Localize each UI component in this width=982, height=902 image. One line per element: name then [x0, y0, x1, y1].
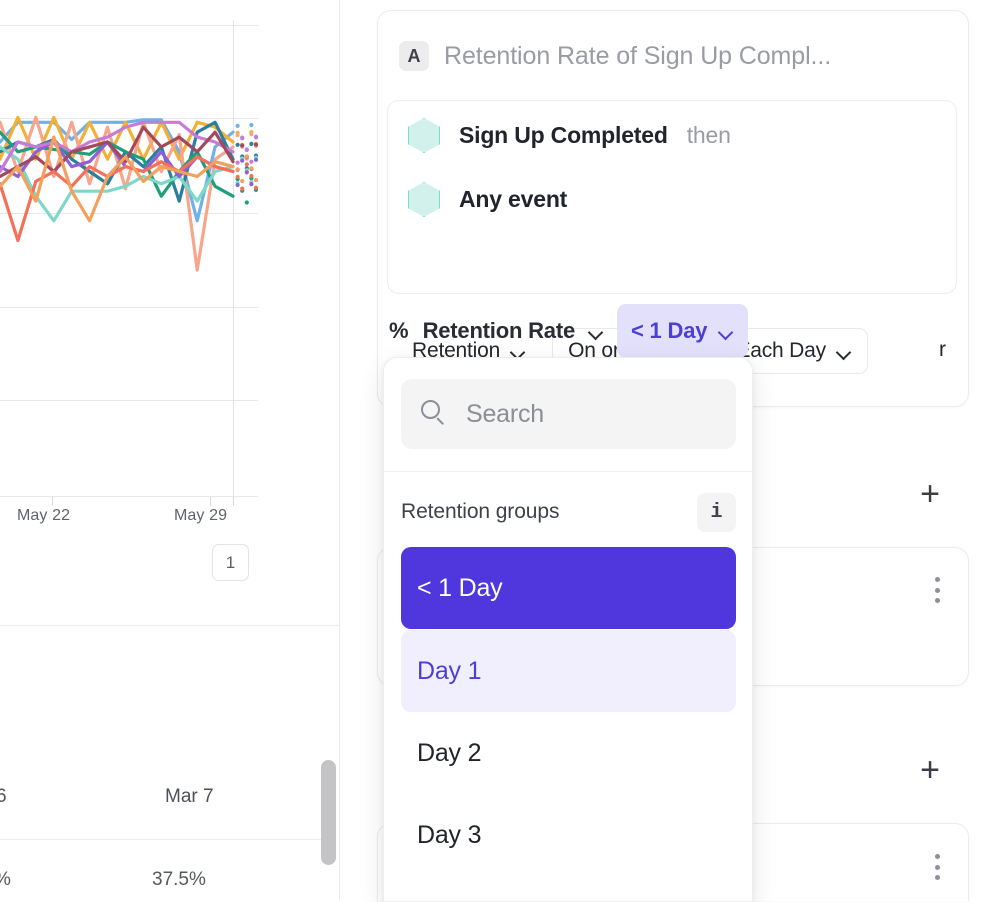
- x-axis-label-1: May 29: [174, 507, 228, 524]
- dropdown-item-lt-1-day[interactable]: < 1 Day: [401, 547, 736, 629]
- event-row-0[interactable]: Sign Up Completed then: [408, 118, 731, 153]
- select-clipped[interactable]: r: [939, 328, 957, 372]
- table-cell: %: [0, 869, 11, 891]
- gridline: [0, 400, 258, 401]
- table-header-cell: Mar 7: [165, 786, 214, 807]
- metric-definition-row: % Retention Rate < 1 Day: [389, 304, 749, 358]
- more-options-icon[interactable]: [925, 850, 949, 884]
- x-axis-label-0: May 22: [17, 507, 71, 524]
- gridline: [0, 213, 258, 214]
- card-a-header: A Retention Rate of Sign Up Compl...: [399, 41, 831, 71]
- more-options-icon[interactable]: [925, 573, 949, 607]
- percent-icon: %: [389, 318, 409, 343]
- dropdown-search-box[interactable]: Search: [401, 379, 736, 449]
- chart-page-button[interactable]: 1: [212, 544, 249, 581]
- add-metric-button-2[interactable]: +: [920, 751, 940, 789]
- table-cell: 37.5%: [152, 869, 206, 890]
- x-tick: [210, 497, 211, 506]
- metric-card-a: A Retention Rate of Sign Up Compl... Sig…: [377, 10, 969, 407]
- retention-group-value: < 1 Day: [631, 318, 708, 343]
- event-connector: then: [686, 122, 731, 148]
- hexagon-icon: [408, 182, 440, 217]
- search-icon: [421, 400, 449, 428]
- chevron-down-icon[interactable]: [589, 327, 604, 336]
- gridline: [0, 118, 258, 119]
- divider: [0, 625, 340, 626]
- table-header-cell: 6: [0, 786, 7, 807]
- dropdown-item-day-1[interactable]: Day 1: [401, 630, 736, 712]
- retention-group-dropdown-trigger[interactable]: < 1 Day: [617, 304, 749, 358]
- chevron-down-icon: [837, 347, 852, 356]
- dropdown-section-title: Retention groups: [401, 500, 560, 523]
- dropdown-item-day-2[interactable]: Day 2: [417, 738, 482, 767]
- select-retention[interactable]: Retention: [397, 329, 541, 373]
- divider: [384, 471, 752, 472]
- gridline: [0, 25, 258, 26]
- gridline: [0, 496, 258, 497]
- left-chart-panel: May 22 May 29 1 6 Mar 7 % 37.5%: [0, 0, 340, 900]
- gridline: [0, 307, 258, 308]
- chevron-down-icon: [719, 327, 734, 336]
- select-retention-label: Retention: [412, 339, 501, 362]
- add-metric-button-1[interactable]: +: [920, 475, 940, 513]
- event-name: Any event: [459, 186, 568, 212]
- metric-name-label: Retention Rate: [422, 318, 576, 343]
- chart-axis-line: [233, 20, 234, 497]
- event-row-1[interactable]: Any event: [408, 182, 567, 217]
- retention-table-fragment: 6 Mar 7: [0, 600, 340, 900]
- dropdown-item-day-3[interactable]: Day 3: [417, 820, 482, 849]
- x-tick: [52, 497, 53, 506]
- info-icon[interactable]: i: [697, 492, 736, 532]
- hexagon-icon: [408, 118, 440, 153]
- dropdown-section-header: Retention groups i: [401, 486, 736, 538]
- select-each-day-label: Each Day: [736, 339, 826, 362]
- search-input-placeholder[interactable]: Search: [466, 399, 545, 428]
- event-definition-box: Sign Up Completed then Any event Retenti…: [387, 100, 957, 374]
- vertical-scrollbar-thumb[interactable]: [321, 760, 336, 865]
- card-a-title[interactable]: Retention Rate of Sign Up Compl...: [444, 41, 832, 70]
- x-tick: [233, 497, 234, 506]
- table-header-divider: [0, 839, 323, 840]
- event-name: Sign Up Completed: [459, 122, 668, 148]
- chart-series-layer: [0, 115, 258, 272]
- retention-group-dropdown: Search Retention groups i < 1 Day Day 1 …: [383, 357, 753, 902]
- select-clipped-label: r: [939, 338, 946, 361]
- chart-plot-area: [0, 0, 258, 497]
- retention-chart: May 22 May 29 1: [0, 0, 340, 600]
- panel-divider: [339, 0, 340, 900]
- metric-letter-badge: A: [399, 41, 429, 71]
